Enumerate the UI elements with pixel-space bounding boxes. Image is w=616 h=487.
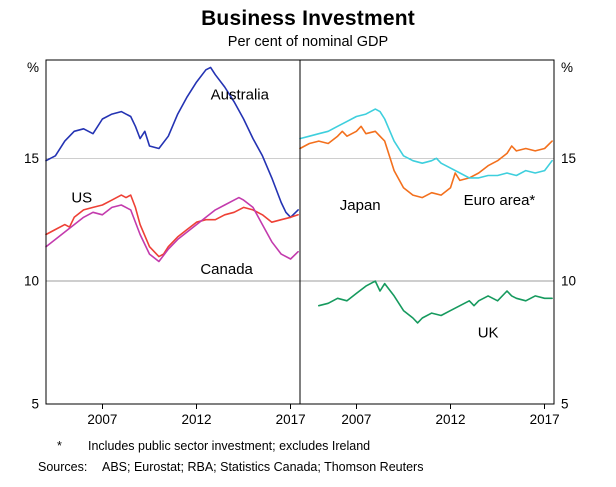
- y-tick-label-left-15: 15: [24, 151, 39, 166]
- y-axis-unit-right: %: [561, 60, 573, 75]
- x-tick-label-2007-left: 2007: [87, 412, 117, 427]
- series-line-canada: [45, 196, 299, 263]
- x-tick-label-2017-left: 2017: [276, 412, 306, 427]
- y-tick-label-left-5: 5: [31, 397, 39, 412]
- series-label-uk: UK: [478, 325, 499, 342]
- sources-row: Sources: ABS; Eurostat; RBA; Statistics C…: [0, 460, 616, 474]
- series-label-euro-area: Euro area*: [464, 192, 536, 209]
- series-line-australia: [45, 66, 299, 219]
- series-label-canada: Canada: [200, 261, 253, 278]
- footnote-marker: *: [57, 439, 62, 453]
- series-label-australia: Australia: [211, 86, 270, 103]
- sources-label: Sources:: [38, 460, 88, 474]
- x-tick-label-2012-left: 2012: [181, 412, 211, 427]
- series-label-japan: Japan: [340, 197, 381, 214]
- chart-subtitle: Per cent of nominal GDP: [227, 34, 389, 50]
- chart-footnotes: * Includes public sector investment; excl…: [0, 439, 616, 474]
- series-line-uk: [317, 280, 553, 324]
- y-tick-label-right-15: 15: [561, 151, 576, 166]
- series-line-japan: [299, 125, 553, 199]
- sources-text: ABS; Eurostat; RBA; Statistics Canada; T…: [102, 460, 424, 474]
- x-tick-label-2017-right: 2017: [530, 412, 560, 427]
- series-label-us: US: [71, 190, 92, 207]
- series-line-euro-area: [299, 108, 553, 179]
- series-line-us: [45, 194, 299, 258]
- footnote-text: Includes public sector investment; exclu…: [88, 439, 371, 453]
- x-tick-label-2007-right: 2007: [341, 412, 371, 427]
- y-tick-label-left-10: 10: [24, 274, 39, 289]
- x-tick-label-2012-right: 2012: [435, 412, 465, 427]
- y-tick-label-right-10: 10: [561, 274, 576, 289]
- footnote-row: * Includes public sector investment; excl…: [0, 439, 616, 453]
- y-axis-unit-left: %: [27, 60, 39, 75]
- chart-title: Business Investment: [201, 7, 415, 30]
- y-tick-label-right-5: 5: [561, 397, 569, 412]
